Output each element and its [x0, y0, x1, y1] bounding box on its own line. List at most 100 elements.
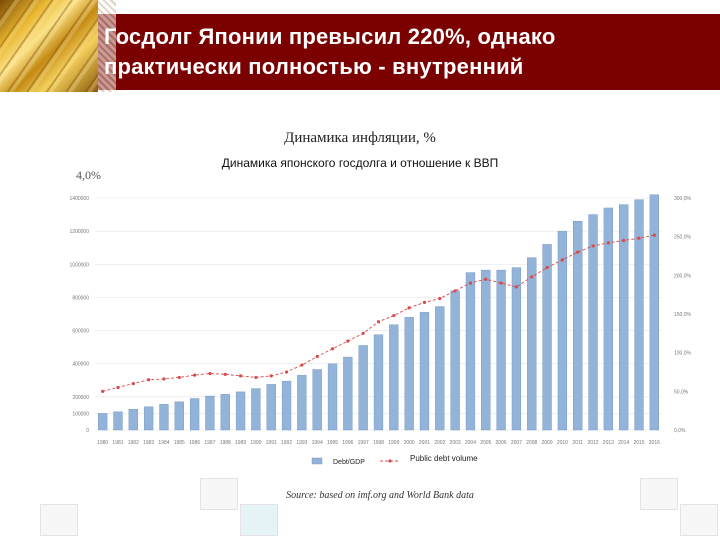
x-tick-label: 1996 — [342, 440, 353, 446]
bar — [313, 370, 322, 430]
x-tick-label: 2005 — [480, 440, 491, 446]
x-tick-label: 1982 — [128, 440, 139, 446]
line-point — [499, 281, 502, 284]
line-point — [469, 281, 472, 284]
tile — [200, 478, 238, 510]
x-tick-label: 1994 — [312, 440, 323, 446]
x-tick-label: 1990 — [250, 440, 261, 446]
x-tick-label: 2013 — [603, 440, 614, 446]
bar — [328, 364, 337, 430]
line-point — [622, 239, 625, 242]
x-tick-label: 2015 — [633, 440, 644, 446]
line-point — [316, 355, 319, 358]
line-point — [239, 374, 242, 377]
right-axis: 0,0%50,0%100,0%150,0%200,0%250,0%300,0% — [674, 196, 692, 434]
x-tick-label: 2006 — [496, 440, 507, 446]
bar — [205, 396, 214, 430]
line-point — [377, 320, 380, 323]
line-point — [454, 289, 457, 292]
line-point — [545, 266, 548, 269]
line-point — [591, 244, 594, 247]
line-point — [576, 251, 579, 254]
x-tick-label: 1986 — [189, 440, 200, 446]
right-tick-label: 200,0% — [674, 273, 692, 279]
x-tick-label: 2012 — [587, 440, 598, 446]
x-tick-label: 1997 — [358, 440, 369, 446]
x-tick-label: 1993 — [296, 440, 307, 446]
bar — [481, 270, 490, 430]
slide-title-line-1: Госдолг Японии превысил 220%, однако — [104, 22, 704, 52]
x-tick-label: 2002 — [434, 440, 445, 446]
left-tick-label: 600000 — [72, 329, 89, 335]
bar — [297, 375, 306, 430]
line-point — [270, 374, 273, 377]
bar — [619, 205, 628, 430]
bar — [435, 307, 444, 430]
x-tick-label: 1985 — [174, 440, 185, 446]
tile — [40, 504, 78, 536]
line-point — [408, 306, 411, 309]
line-point — [147, 378, 150, 381]
slide-title: Госдолг Японии превысил 220%, однако пра… — [104, 22, 704, 82]
background-tiles — [0, 470, 720, 540]
bar — [635, 200, 644, 430]
right-tick-label: 150,0% — [674, 312, 692, 318]
line-point — [346, 339, 349, 342]
gold-bars-image — [0, 0, 98, 92]
line-point — [178, 376, 181, 379]
bar — [374, 335, 383, 430]
slide-title-line-2: практически полностью - внутренний — [104, 52, 704, 82]
legend: Debt/GDP Public debt volume — [312, 454, 478, 466]
bar — [527, 258, 536, 430]
line-point — [193, 373, 196, 376]
bar — [129, 409, 138, 430]
line-point — [423, 301, 426, 304]
tile — [240, 504, 278, 536]
line-point — [101, 390, 104, 393]
legend-bar-label: Debt/GDP — [333, 459, 365, 466]
legend-line-marker — [388, 459, 391, 462]
right-tick-label: 100,0% — [674, 351, 692, 357]
bar — [221, 394, 230, 430]
bar — [420, 312, 429, 430]
right-tick-label: 50,0% — [674, 389, 689, 395]
left-axis: 0100000200000400000600000800000100000012… — [70, 196, 90, 434]
bar — [190, 399, 199, 430]
x-tick-label: 2003 — [450, 440, 461, 446]
x-tick-label: 2011 — [572, 440, 583, 446]
bar-series — [98, 195, 659, 430]
bar — [604, 208, 613, 430]
bar — [98, 413, 107, 430]
bar — [543, 244, 552, 430]
bar — [160, 404, 169, 430]
right-tick-label: 250,0% — [674, 235, 692, 241]
legend-bar-swatch — [312, 458, 322, 464]
debt-chart: 0100000200000400000600000800000100000012… — [0, 180, 720, 480]
x-tick-label: 2009 — [542, 440, 553, 446]
bar — [282, 381, 291, 430]
x-tick-label: 1988 — [220, 440, 231, 446]
line-point — [224, 373, 227, 376]
x-tick-label: 1989 — [235, 440, 246, 446]
bar — [466, 273, 475, 430]
bar — [267, 384, 276, 430]
left-tick-label: 1200000 — [70, 229, 90, 235]
x-axis: 1980 1981 1982 1983 1984 1985 1986 1987 1988 1989… — [97, 440, 660, 446]
bar — [144, 407, 153, 430]
x-tick-label: 1992 — [281, 440, 292, 446]
line-point — [484, 278, 487, 281]
x-tick-label: 2010 — [557, 440, 568, 446]
line-point — [530, 275, 533, 278]
bar — [389, 325, 398, 430]
line-point — [392, 314, 395, 317]
inflation-title: Динамика инфляции, % — [0, 130, 720, 147]
line-point — [561, 258, 564, 261]
bar — [251, 389, 260, 430]
x-tick-label: 1987 — [204, 440, 215, 446]
line-point — [208, 372, 211, 375]
line-point — [300, 363, 303, 366]
x-tick-label: 2016 — [649, 440, 660, 446]
x-tick-label: 1984 — [158, 440, 169, 446]
x-tick-label: 1980 — [97, 440, 108, 446]
line-point — [637, 237, 640, 240]
